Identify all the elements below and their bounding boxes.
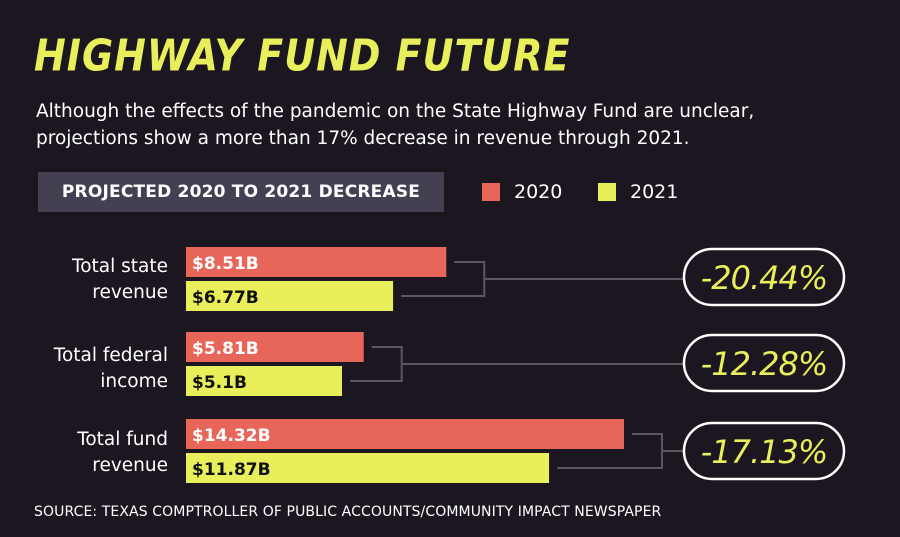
legend-item-2021: 2021 bbox=[598, 181, 678, 203]
bar-2021 bbox=[186, 453, 550, 483]
chart-title: HIGHWAY FUND FUTURE bbox=[34, 30, 571, 81]
source-note: SOURCE: TEXAS COMPTROLLER OF PUBLIC ACCO… bbox=[34, 504, 662, 520]
category-label-line: revenue bbox=[92, 455, 168, 476]
bar-2020 bbox=[186, 419, 624, 449]
legend-label-2021: 2021 bbox=[630, 181, 679, 203]
bar-2020 bbox=[186, 247, 447, 277]
legend-label-2020: 2020 bbox=[514, 181, 563, 203]
category-label-line: Total state bbox=[72, 256, 168, 277]
section-label-text: PROJECTED 2020 TO 2021 DECREASE bbox=[61, 182, 421, 202]
chart-subtitle: Although the effects of the pandemic on … bbox=[36, 101, 755, 149]
change-pill bbox=[682, 247, 846, 307]
category-label-federal: Total federal income bbox=[54, 343, 168, 395]
bar-value-label-2020: $5.81B bbox=[192, 339, 259, 359]
category-label-line: Total federal bbox=[53, 345, 168, 366]
bar-value-label-2021: $5.1B bbox=[192, 373, 247, 393]
bar-2020 bbox=[186, 332, 364, 362]
category-label-line: Total fund bbox=[77, 429, 168, 450]
legend-item-2020: 2020 bbox=[482, 181, 562, 203]
category-label-state: Total state revenue bbox=[72, 254, 168, 306]
legend-swatch-2021 bbox=[598, 183, 616, 201]
category-label-line: revenue bbox=[92, 282, 168, 303]
category-label-line: income bbox=[100, 371, 168, 392]
bar-value-label-2021: $11.87B bbox=[192, 460, 271, 480]
bar-value-label-2021: $6.77B bbox=[192, 288, 259, 308]
bar-value-label-2020: $8.51B bbox=[192, 254, 259, 274]
change-pill bbox=[682, 333, 846, 393]
percent-change-label: -17.13% bbox=[701, 433, 828, 471]
bar-value-label-2020: $14.32B bbox=[192, 426, 271, 446]
percent-change-label: -12.28% bbox=[701, 345, 828, 383]
legend-swatch-2020 bbox=[482, 183, 500, 201]
bar-2021 bbox=[186, 366, 342, 396]
percent-change-label: -20.44% bbox=[701, 259, 828, 297]
section-label: PROJECTED 2020 TO 2021 DECREASE bbox=[38, 172, 444, 212]
change-pill bbox=[682, 421, 846, 481]
category-label-fund: Total fund revenue bbox=[77, 427, 168, 479]
bar-2021 bbox=[186, 281, 394, 311]
